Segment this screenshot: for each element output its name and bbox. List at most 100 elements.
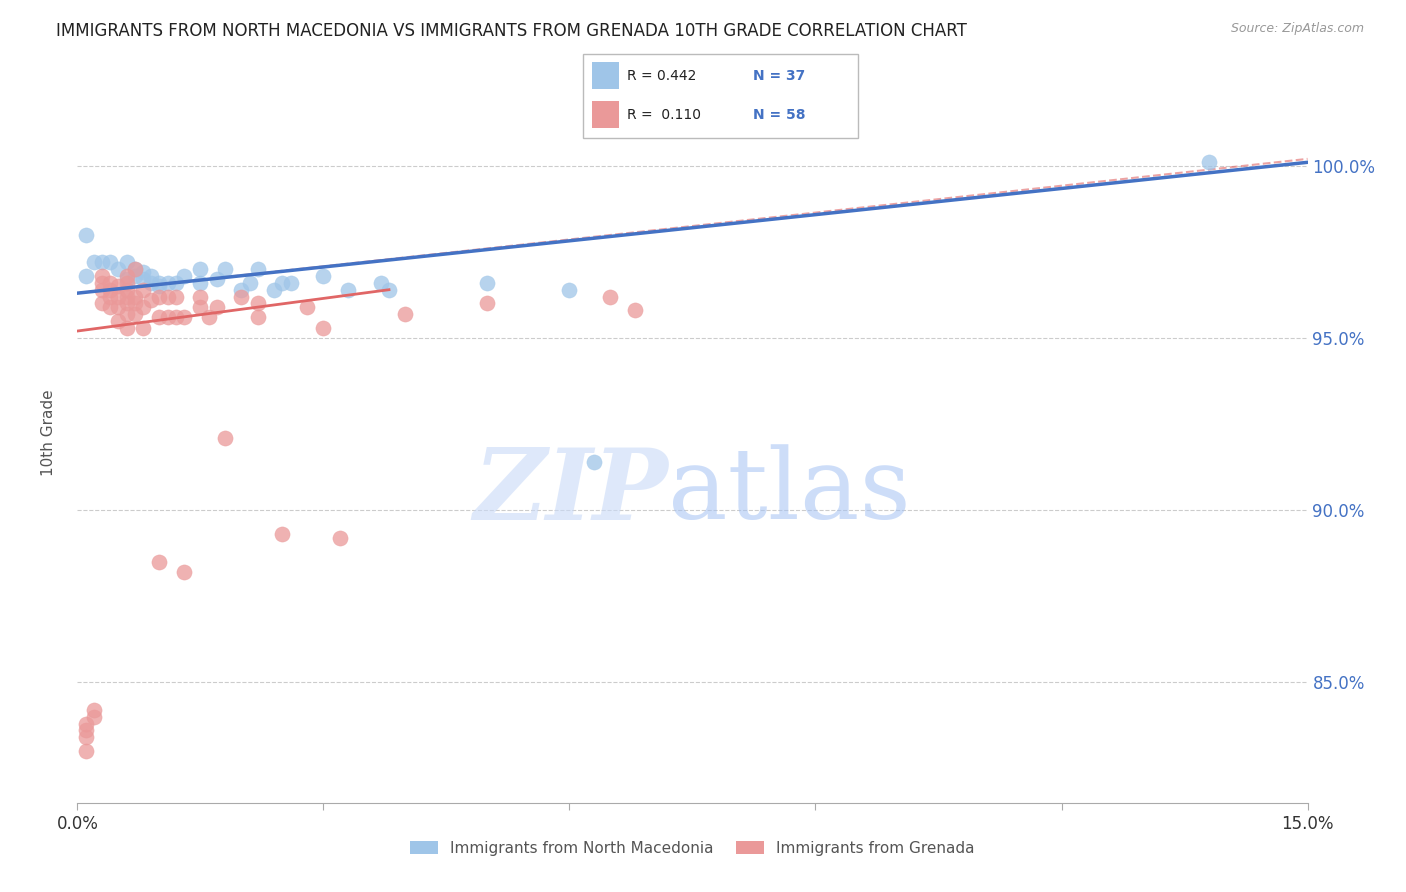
Point: [107, 290, 129, 304]
Point: [98, 276, 121, 290]
Point: [115, 268, 138, 283]
Point: [115, 272, 138, 286]
Point: [558, 283, 581, 297]
Point: [75, 268, 97, 283]
Point: [263, 283, 285, 297]
Point: [337, 283, 360, 297]
Point: [107, 262, 129, 277]
Point: [132, 272, 155, 286]
Point: [98, 300, 121, 314]
Point: [148, 276, 170, 290]
Point: [394, 307, 416, 321]
Point: [148, 290, 170, 304]
Point: [75, 227, 97, 242]
Point: [312, 268, 335, 283]
Point: [124, 290, 146, 304]
Point: [132, 320, 155, 334]
Point: [115, 307, 138, 321]
Text: atlas: atlas: [668, 444, 911, 540]
Point: [75, 716, 97, 731]
Point: [173, 565, 195, 579]
Point: [165, 276, 187, 290]
Point: [280, 276, 302, 290]
Text: R = 0.442: R = 0.442: [627, 69, 697, 83]
Point: [188, 300, 212, 314]
Point: [599, 290, 621, 304]
Point: [246, 310, 269, 325]
Point: [115, 320, 138, 334]
Point: [83, 255, 105, 269]
Point: [115, 283, 138, 297]
Point: [477, 276, 499, 290]
Point: [378, 283, 401, 297]
Point: [295, 300, 318, 314]
Point: [124, 262, 146, 277]
Point: [312, 320, 335, 334]
Legend: Immigrants from North Macedonia, Immigrants from Grenada: Immigrants from North Macedonia, Immigra…: [404, 835, 981, 862]
Point: [188, 276, 212, 290]
Text: IMMIGRANTS FROM NORTH MACEDONIA VS IMMIGRANTS FROM GRENADA 10TH GRADE CORRELATIO: IMMIGRANTS FROM NORTH MACEDONIA VS IMMIG…: [56, 22, 967, 40]
Point: [148, 310, 170, 325]
Point: [141, 293, 163, 307]
Point: [90, 268, 114, 283]
Point: [75, 744, 97, 758]
Point: [156, 310, 179, 325]
Point: [477, 296, 499, 310]
Point: [624, 303, 647, 318]
Point: [239, 276, 262, 290]
Point: [370, 276, 392, 290]
Point: [173, 268, 195, 283]
Point: [205, 272, 228, 286]
Point: [115, 255, 138, 269]
Point: [214, 262, 236, 277]
Point: [124, 268, 146, 283]
Point: [132, 300, 155, 314]
Point: [188, 290, 212, 304]
Point: [205, 300, 228, 314]
Point: [124, 296, 146, 310]
Point: [98, 255, 121, 269]
Point: [124, 262, 146, 277]
Point: [141, 276, 163, 290]
Point: [271, 527, 294, 541]
Point: [165, 310, 187, 325]
Point: [141, 268, 163, 283]
Point: [132, 283, 155, 297]
Point: [90, 296, 114, 310]
Point: [115, 290, 138, 304]
Point: [98, 283, 121, 297]
Point: [124, 307, 146, 321]
Text: N = 37: N = 37: [754, 69, 806, 83]
Text: Source: ZipAtlas.com: Source: ZipAtlas.com: [1230, 22, 1364, 36]
Bar: [592, 101, 619, 128]
Point: [197, 310, 219, 325]
Point: [107, 314, 129, 328]
Point: [156, 290, 179, 304]
Point: [75, 723, 97, 738]
Point: [132, 265, 155, 279]
Point: [90, 255, 114, 269]
Point: [83, 703, 105, 717]
Point: [231, 290, 253, 304]
Point: [271, 276, 294, 290]
Point: [165, 290, 187, 304]
Point: [107, 279, 129, 293]
Point: [1198, 155, 1220, 169]
Point: [83, 709, 105, 723]
Point: [115, 276, 138, 290]
Y-axis label: 10th Grade: 10th Grade: [42, 389, 56, 476]
Point: [90, 283, 114, 297]
Point: [246, 262, 269, 277]
Point: [156, 276, 179, 290]
Point: [173, 310, 195, 325]
Point: [75, 731, 97, 745]
Point: [148, 555, 170, 569]
Point: [246, 296, 269, 310]
Point: [115, 296, 138, 310]
Point: [90, 276, 114, 290]
Text: ZIP: ZIP: [472, 443, 668, 540]
Point: [329, 531, 352, 545]
Point: [583, 455, 606, 469]
Text: R =  0.110: R = 0.110: [627, 108, 702, 121]
Point: [107, 300, 129, 314]
